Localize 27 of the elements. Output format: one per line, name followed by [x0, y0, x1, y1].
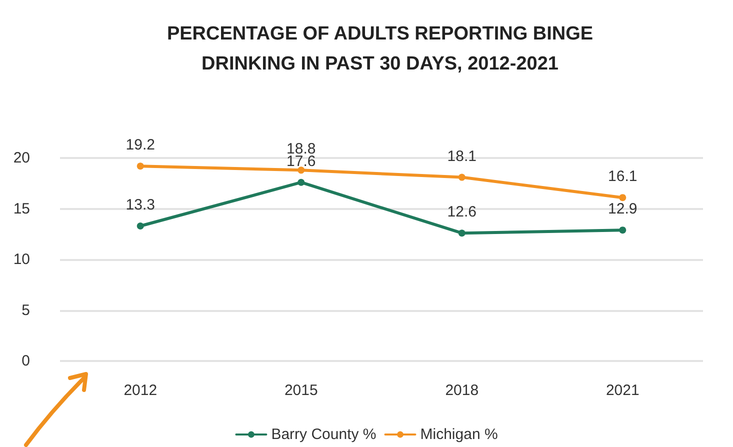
data-label: 16.1: [608, 168, 638, 186]
point: [458, 230, 466, 237]
point: [136, 162, 144, 170]
data-label: 17.6: [286, 152, 316, 170]
y-tick-label: 15: [13, 200, 30, 218]
data-label: 18.1: [447, 148, 476, 165]
data-label: 19.2: [126, 136, 155, 154]
legend-label: Michigan %: [420, 426, 498, 443]
point: [619, 194, 626, 202]
x-tick-label: 2012: [124, 382, 158, 399]
point: [298, 178, 305, 186]
chart-title: PERCENTAGE OF ADULTS REPORTING BINGE DRINKING IN PAST 30 DAYS, 2012-2021: [166, 24, 594, 74]
point: [619, 226, 626, 234]
x-tick-label: 2021: [606, 382, 640, 399]
x-tick-label: 2018: [445, 382, 479, 399]
y-tick-label: 0: [22, 352, 30, 370]
point: [136, 222, 144, 230]
data-label: 12.6: [447, 204, 476, 221]
legend-label: Barry County %: [271, 426, 376, 443]
point: [298, 166, 305, 174]
data-label: 12.9: [608, 200, 638, 218]
data-label: 13.3: [126, 196, 155, 214]
y-tick-label: 10: [13, 251, 30, 268]
y-tick-label: 20: [13, 150, 30, 166]
x-tick-label: 2015: [284, 382, 318, 399]
point: [458, 174, 466, 181]
y-tick-label: 5: [22, 302, 30, 319]
